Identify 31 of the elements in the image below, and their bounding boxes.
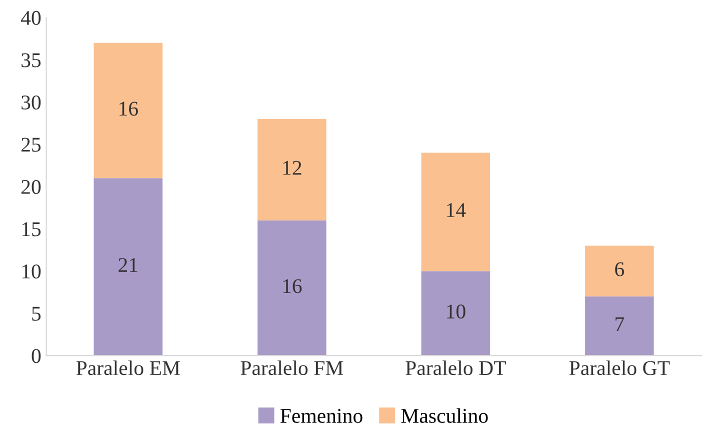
data-label: 14 (447, 203, 466, 217)
data-label: 7 (616, 317, 624, 332)
y-tick-label: 40 (20, 10, 41, 25)
y-tick-label: 30 (22, 95, 41, 110)
bar (258, 220, 326, 356)
bar (585, 246, 654, 296)
data-label: 16 (283, 279, 302, 294)
bar (94, 178, 163, 356)
bar (421, 152, 490, 272)
data-label: 12 (283, 160, 302, 175)
x-tick-label: Paralelo DT (406, 360, 506, 376)
y-tick-label: 0 (32, 348, 41, 364)
y-tick-label: 35 (22, 53, 41, 68)
bar (258, 118, 326, 220)
legend-label: Femenino (280, 408, 362, 423)
y-tick-label: 20 (22, 180, 41, 194)
bar (94, 42, 163, 178)
data-label: 21 (118, 258, 138, 272)
bar (585, 296, 654, 356)
y-tick-label: 15 (22, 222, 41, 236)
bar (421, 271, 490, 356)
x-tick-label: Paralelo EM (76, 360, 180, 376)
y-tick-label: 10 (22, 264, 41, 279)
data-label: 10 (447, 304, 466, 319)
data-label: 6 (615, 262, 624, 276)
legend-label: Masculino (401, 408, 488, 423)
x-tick-label: Paralelo GT (569, 360, 670, 376)
x-tick-label: Paralelo FM (240, 360, 344, 376)
data-label: 16 (120, 102, 138, 116)
y-tick-label: 25 (22, 138, 41, 152)
y-tick-label: 5 (32, 306, 41, 321)
